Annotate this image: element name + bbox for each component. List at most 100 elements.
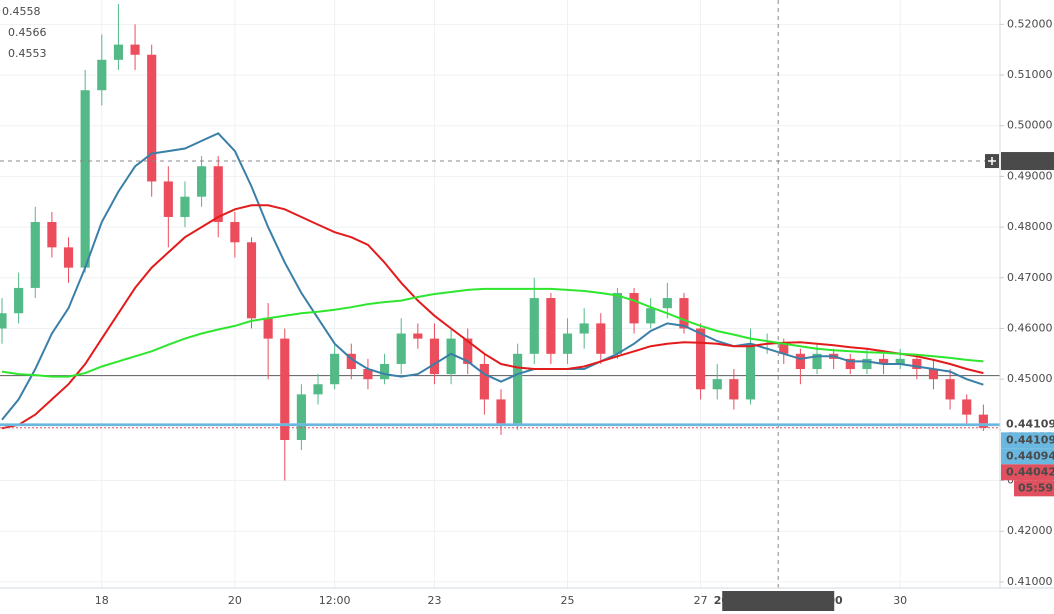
candle-body	[662, 298, 672, 309]
y-tick-label: 0.42000	[1007, 524, 1053, 537]
y-tick-label: 0.51000	[1007, 68, 1053, 81]
y-tick-label: 0.46000	[1007, 321, 1053, 334]
price-label-badge	[1001, 432, 1054, 449]
candle-body	[313, 384, 323, 395]
candle-body	[163, 181, 173, 217]
candle-body	[429, 338, 440, 375]
candle-body	[263, 318, 273, 339]
countdown-badge	[1014, 480, 1054, 497]
price-label-badge	[1001, 464, 1054, 481]
candle-body	[513, 353, 523, 425]
candle-body	[962, 399, 972, 415]
y-tick-label: 0.49000	[1007, 169, 1053, 182]
candle-body	[729, 379, 739, 400]
x-tick-label: 23	[427, 594, 441, 607]
candle-body	[446, 338, 456, 375]
candle-body	[330, 353, 340, 385]
candle-body	[562, 333, 573, 354]
price-label: 0.44109	[1006, 417, 1054, 430]
candle-body	[379, 363, 390, 380]
candle-body	[463, 338, 473, 364]
candle-body	[928, 369, 939, 380]
x-tick-label: 12:00	[319, 594, 351, 607]
candle-body	[745, 343, 756, 400]
candle-body	[130, 44, 140, 55]
candle-body	[895, 358, 905, 364]
price-label-badge	[1001, 448, 1054, 465]
moving-average-line	[1, 287, 984, 378]
crosshair-y-badge	[1001, 152, 1054, 171]
y-tick-label: 0.48000	[1007, 220, 1053, 233]
candle-body	[180, 196, 190, 217]
candle-body	[862, 358, 872, 370]
x-tick-label: 18	[95, 594, 109, 607]
candle-body	[63, 247, 74, 268]
y-tick-label: 0.47000	[1007, 271, 1053, 284]
price-label: 0.44042	[1006, 465, 1054, 478]
candle-body	[14, 287, 24, 314]
candle-body	[97, 59, 107, 91]
candle-body	[496, 399, 506, 425]
y-tick-label: 0.52000	[1007, 17, 1053, 30]
crosshair-x-badge	[722, 591, 835, 611]
legend: 0.4558 0.4566 0.4553	[2, 5, 47, 60]
candle-body	[30, 222, 40, 288]
legend-value: 0.4553	[8, 47, 47, 60]
candle-body	[978, 414, 988, 428]
candle-body	[246, 242, 257, 319]
price-label: 0.44094	[1006, 449, 1054, 462]
candle-body	[363, 369, 373, 380]
candle-body	[646, 308, 656, 324]
add-icon	[988, 157, 996, 166]
candle-body	[147, 54, 157, 182]
candle-body	[0, 313, 7, 329]
candle-body	[696, 328, 706, 390]
candle-body	[47, 222, 57, 248]
axes: 0.410000.420000.430000.440000.450000.460…	[95, 17, 1054, 611]
moving-average-line	[1, 132, 984, 421]
candle-body	[912, 358, 922, 370]
x-tick-label: 30	[893, 594, 907, 607]
x-tick-label: 25	[561, 594, 575, 607]
y-tick-label: 0.45000	[1007, 372, 1053, 385]
candle-body	[413, 333, 423, 339]
candle-body	[812, 353, 822, 370]
x-tick-label: 27	[694, 594, 708, 607]
price-label: 0.44109	[1006, 433, 1054, 446]
candle-body	[596, 323, 606, 354]
candle-body	[396, 333, 406, 364]
y-tick-label: 0.50000	[1007, 119, 1053, 132]
candle-body	[612, 292, 623, 354]
candle-body	[945, 379, 955, 400]
crosshair-y-label: 0.49303	[1006, 154, 1054, 167]
candle-body	[80, 90, 90, 268]
candle-body	[479, 363, 489, 400]
candle-body	[795, 353, 805, 370]
candle-body	[629, 292, 639, 324]
candle-body	[213, 166, 223, 223]
countdown-label: 05:59	[1018, 481, 1053, 494]
x-tick-label: 20	[228, 594, 242, 607]
candle-body	[712, 379, 722, 390]
legend-value: 0.4566	[8, 26, 47, 39]
moving-average-line	[1, 204, 984, 430]
candle-body	[845, 358, 855, 370]
candle-body	[529, 298, 539, 354]
legend-value: 0.4558	[2, 5, 41, 18]
candle-body	[546, 298, 556, 354]
candle-body	[113, 44, 124, 60]
candle-body	[878, 358, 889, 364]
crosshair-x-label: 2018-07-28 04:00:00	[714, 594, 843, 607]
price-label-badge	[1001, 416, 1054, 433]
candle-body	[230, 222, 240, 243]
y-tick-label: 0.41000	[1007, 575, 1053, 588]
candle-body	[280, 338, 290, 440]
plot-area	[0, 0, 1000, 588]
grid	[0, 0, 1000, 588]
candle-body	[197, 166, 207, 197]
candle-body	[296, 394, 306, 440]
candle-body	[779, 343, 789, 354]
